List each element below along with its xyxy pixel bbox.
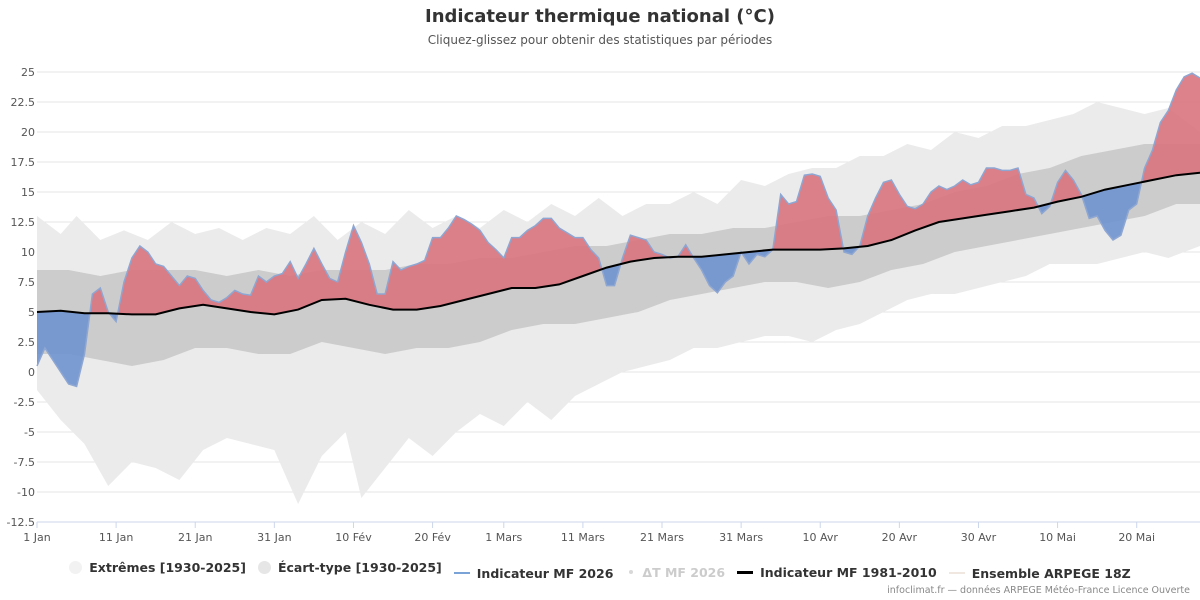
cold-anomaly-area xyxy=(741,249,773,264)
x-tick-label: 1 Mars xyxy=(485,531,522,544)
credits[interactable]: infoclimat.fr — données ARPEGE Météo-Fra… xyxy=(887,585,1190,596)
warm-anomaly-area xyxy=(1050,170,1082,204)
x-tick-label: 20 Fév xyxy=(414,531,451,544)
x-tick-label: 30 Avr xyxy=(961,531,997,544)
warm-anomaly-area xyxy=(677,244,693,257)
legend-swatch xyxy=(629,570,634,574)
x-tick-label: 21 Jan xyxy=(178,531,212,544)
y-tick-label: 25 xyxy=(21,66,35,79)
legend-swatch xyxy=(948,572,965,574)
y-tick-label: -10 xyxy=(17,486,35,499)
x-tick-label: 21 Mars xyxy=(640,531,684,544)
legend-swatch xyxy=(69,561,83,574)
warm-anomaly-area xyxy=(117,216,602,315)
cold-anomaly-area xyxy=(37,310,90,387)
y-tick-label: 2.5 xyxy=(18,336,36,349)
x-tick-label: 10 Fév xyxy=(335,531,372,544)
indicateur-1981-2010-line[interactable] xyxy=(36,171,1200,316)
warm-anomaly-area xyxy=(858,168,1038,248)
ecart-type-band xyxy=(37,144,1200,366)
warm-anomaly-area xyxy=(620,235,669,267)
y-tick-label: -5 xyxy=(24,426,35,439)
legend-item[interactable]: Ensemble ARPEGE 18Z xyxy=(948,565,1131,581)
chart-title: Indicateur thermique national (°C) xyxy=(425,6,775,27)
legend-label: Indicateur MF 2026 xyxy=(476,565,614,581)
x-tick-label: 20 Avr xyxy=(882,531,918,544)
bands xyxy=(37,102,1200,504)
y-tick-label: 20 xyxy=(21,126,35,139)
x-tick-label: 1 Jan xyxy=(23,531,50,544)
warm-anomaly-area xyxy=(89,288,109,318)
legend-swatch xyxy=(257,561,271,574)
x-tick-label: 11 Jan xyxy=(99,531,133,544)
y-tick-label: 10 xyxy=(21,246,35,259)
x-tick-label: 31 Mars xyxy=(719,531,763,544)
series-lines xyxy=(36,72,1200,388)
legend-label: Indicateur MF 1981-2010 xyxy=(760,565,937,580)
y-tick-label: 15 xyxy=(21,186,35,199)
y-tick-label: 7.5 xyxy=(18,276,36,289)
legend-label: Écart-type [1930-2025] xyxy=(277,560,442,575)
x-tick-label: 11 Mars xyxy=(561,531,605,544)
legend-swatch xyxy=(453,572,470,574)
y-tick-label: 17.5 xyxy=(11,156,36,169)
legend-item[interactable]: ΔT MF 2026 xyxy=(625,565,725,580)
legend-item[interactable]: Écart-type [1930-2025] xyxy=(257,560,442,575)
legend-item[interactable]: Indicateur MF 1981-2010 xyxy=(737,565,937,580)
y-tick-label: 5 xyxy=(28,306,35,319)
y-tick-label: 22.5 xyxy=(11,96,36,109)
legend-label: Extrêmes [1930-2025] xyxy=(89,560,246,575)
axes: -12.5 -10 -7.5 -5 -2.5 0 2.5 5 7.5 10 12.5 15 17.5 20… xyxy=(7,66,1200,544)
warm-anomaly-area xyxy=(1141,73,1200,183)
x-tick-label: 20 Mai xyxy=(1118,531,1155,544)
x-tick-label: 31 Jan xyxy=(257,531,291,544)
x-tick-label: 10 Mai xyxy=(1039,531,1076,544)
y-tick-label: 0 xyxy=(28,366,35,379)
y-tick-label: -2.5 xyxy=(14,396,35,409)
indicateur-2026-line[interactable] xyxy=(36,72,1200,388)
x-tick-label: 10 Avr xyxy=(803,531,839,544)
y-tick-label: -12.5 xyxy=(7,516,35,529)
legend: Extrêmes [1930-2025] Écart-type [1930-202… xyxy=(0,560,1200,581)
cold-anomaly-area xyxy=(692,252,741,293)
legend-label: Ensemble ARPEGE 18Z xyxy=(971,565,1131,581)
chart-subtitle: Cliquez-glissez pour obtenir des statist… xyxy=(427,33,773,47)
legend-label: ΔT MF 2026 xyxy=(642,564,726,580)
legend-item[interactable]: Extrêmes [1930-2025] xyxy=(69,560,246,575)
y-tick-label: -7.5 xyxy=(14,456,35,469)
cold-anomaly-area xyxy=(1081,182,1142,240)
legend-item[interactable]: Indicateur MF 2026 xyxy=(453,565,614,581)
legend-swatch xyxy=(737,571,754,574)
y-tick-label: 12.5 xyxy=(11,216,36,229)
